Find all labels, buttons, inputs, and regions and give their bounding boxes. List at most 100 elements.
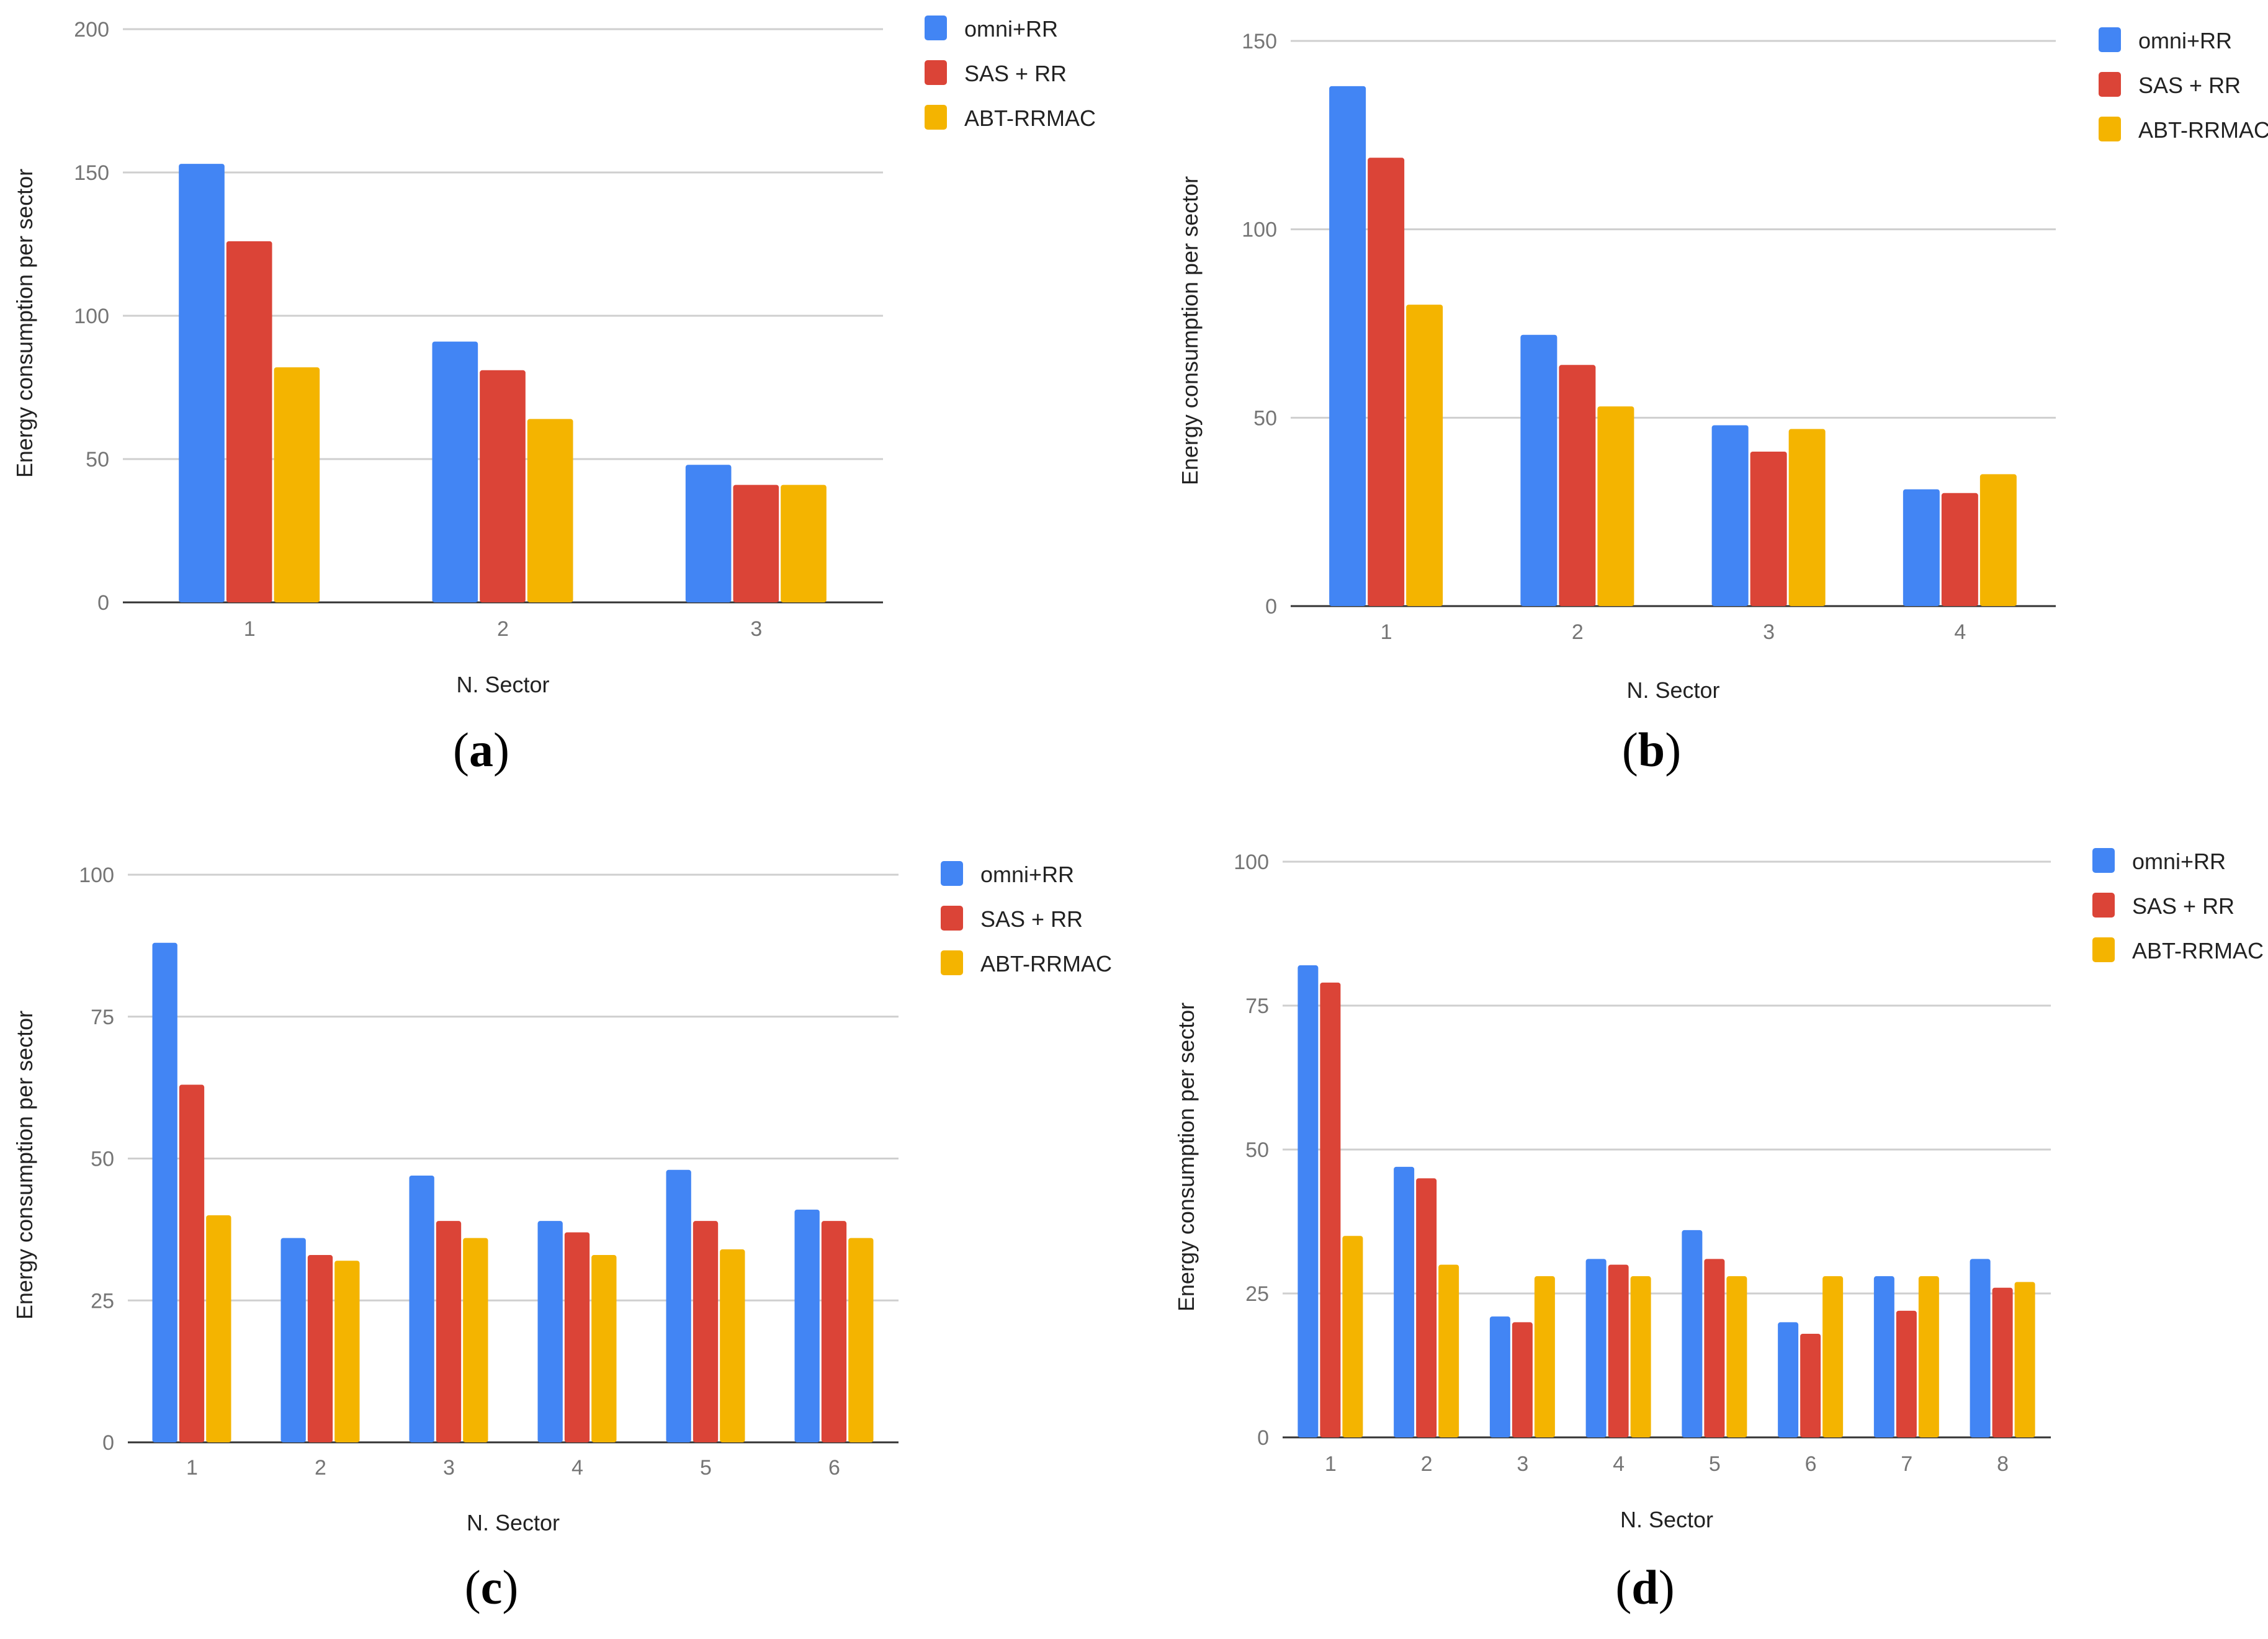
x-axis-title: N. Sector xyxy=(456,672,549,697)
bar-abt-rrmac-sector-4 xyxy=(1979,474,2017,606)
bar-sas-rr-sector-6 xyxy=(821,1221,847,1442)
bar-omni-rr-sector-8 xyxy=(1970,1259,1991,1437)
bar-abt-rrmac-sector-5 xyxy=(720,1249,745,1442)
bar-sas-rr-sector-5 xyxy=(693,1221,719,1442)
bar-omni-rr-sector-3 xyxy=(685,465,732,602)
panel-label: (d) xyxy=(1615,1560,1674,1614)
legend-label: omni+RR xyxy=(980,862,1074,887)
bar-omni-rr-sector-3 xyxy=(409,1175,434,1442)
legend-label: omni+RR xyxy=(964,16,1058,42)
bar-sas-rr-sector-3 xyxy=(1512,1322,1533,1437)
legend-swatch xyxy=(941,861,963,886)
y-axis-title: Energy consumption per sector xyxy=(1173,1003,1199,1311)
bar-sas-rr-sector-4 xyxy=(1608,1264,1629,1437)
x-tick-label: 2 xyxy=(1572,620,1584,644)
x-tick-label: 3 xyxy=(1517,1452,1528,1476)
legend-swatch xyxy=(2099,27,2121,52)
bar-abt-rrmac-sector-2 xyxy=(1438,1264,1459,1437)
bar-omni-rr-sector-7 xyxy=(1873,1276,1894,1437)
bar-sas-rr-sector-2 xyxy=(480,370,526,602)
bar-sas-rr-sector-8 xyxy=(1992,1287,2013,1437)
y-tick-label: 150 xyxy=(1242,30,1277,53)
chart-b: 0 50 100 150 1 2 3 4 N. Sector Energy consumption… xyxy=(1177,27,2268,777)
panel-label-close-paren: ) xyxy=(1665,723,1681,777)
legend-swatch xyxy=(2092,937,2115,962)
legend-swatch xyxy=(925,16,947,40)
bar-abt-rrmac-sector-4 xyxy=(591,1255,617,1442)
bar-abt-rrmac-sector-6 xyxy=(848,1238,874,1442)
y-tick-label: 200 xyxy=(74,18,109,42)
bar-abt-rrmac-sector-3 xyxy=(1534,1276,1555,1437)
bar-abt-rrmac-sector-1 xyxy=(1342,1236,1363,1437)
legend-swatch xyxy=(2099,117,2121,141)
bar-sas-rr-sector-7 xyxy=(1896,1310,1917,1437)
bar-omni-rr-sector-2 xyxy=(1394,1166,1415,1437)
y-tick-label: 0 xyxy=(1265,595,1277,619)
panel-label-letter: b xyxy=(1638,723,1665,777)
bar-omni-rr-sector-4 xyxy=(537,1221,563,1442)
y-tick-label: 0 xyxy=(102,1431,114,1455)
legend-swatch xyxy=(925,105,947,130)
legend-label: ABT-RRMAC xyxy=(2132,938,2264,963)
bar-sas-rr-sector-4 xyxy=(1941,493,1978,606)
panel-label: (b) xyxy=(1622,723,1681,777)
x-tick-label: 4 xyxy=(571,1456,583,1480)
x-tick-label: 3 xyxy=(1763,620,1775,644)
y-tick-label: 100 xyxy=(1234,851,1269,874)
bar-abt-rrmac-sector-1 xyxy=(1406,305,1443,606)
x-tick-label: 3 xyxy=(750,617,762,641)
bar-omni-rr-sector-2 xyxy=(1520,334,1558,606)
legend-label: SAS + RR xyxy=(2132,893,2234,919)
bar-omni-rr-sector-1 xyxy=(152,942,177,1442)
y-tick-label: 50 xyxy=(86,448,109,471)
bar-abt-rrmac-sector-6 xyxy=(1822,1276,1844,1437)
bar-abt-rrmac-sector-8 xyxy=(2014,1282,2035,1437)
x-tick-label: 7 xyxy=(1901,1452,1912,1476)
legend-swatch xyxy=(925,60,947,85)
bar-abt-rrmac-sector-3 xyxy=(1788,429,1826,606)
y-tick-label: 100 xyxy=(79,864,114,887)
bar-sas-rr-sector-6 xyxy=(1800,1333,1821,1437)
legend-label: omni+RR xyxy=(2132,849,2226,874)
x-tick-label: 1 xyxy=(1325,1452,1337,1476)
bar-omni-rr-sector-1 xyxy=(1298,965,1319,1437)
legend-swatch xyxy=(2092,893,2115,918)
legend-label: SAS + RR xyxy=(964,61,1067,86)
y-tick-label: 25 xyxy=(1245,1282,1269,1306)
y-axis-title: Energy consumption per sector xyxy=(1177,176,1203,485)
chart-d: 0 25 50 75 100 1 2 3 4 5 6 7 8 N. Sector Energy consum… xyxy=(1173,848,2264,1614)
bar-abt-rrmac-sector-5 xyxy=(1726,1276,1747,1437)
bar-omni-rr-sector-6 xyxy=(1778,1322,1799,1437)
bar-omni-rr-sector-4 xyxy=(1903,489,1940,606)
y-tick-label: 75 xyxy=(1245,994,1269,1018)
panel-label-open-paren: ( xyxy=(1622,723,1638,777)
y-tick-label: 25 xyxy=(91,1289,114,1313)
legend-swatch xyxy=(941,950,963,975)
x-tick-label: 4 xyxy=(1613,1452,1625,1476)
y-axis-title: Energy consumption per sector xyxy=(12,169,37,478)
bar-abt-rrmac-sector-7 xyxy=(1918,1276,1939,1437)
panel-label-open-paren: ( xyxy=(465,1560,481,1614)
bar-omni-rr-sector-2 xyxy=(432,341,478,602)
legend-label: omni+RR xyxy=(2138,28,2232,53)
panel-label-open-paren: ( xyxy=(1615,1560,1631,1614)
y-tick-label: 100 xyxy=(1242,218,1277,242)
panel-label-open-paren: ( xyxy=(453,723,469,777)
x-tick-label: 4 xyxy=(1954,620,1966,644)
bar-sas-rr-sector-2 xyxy=(1416,1178,1437,1437)
legend-swatch xyxy=(2092,848,2115,873)
panel-label-letter: a xyxy=(469,723,493,777)
bar-sas-rr-sector-3 xyxy=(1750,451,1787,606)
bar-abt-rrmac-sector-3 xyxy=(463,1238,488,1442)
bar-omni-rr-sector-2 xyxy=(280,1238,306,1442)
x-tick-label: 6 xyxy=(828,1456,840,1480)
y-tick-label: 0 xyxy=(1257,1426,1269,1450)
x-axis-title: N. Sector xyxy=(1626,677,1719,703)
y-tick-label: 0 xyxy=(97,591,109,615)
bar-sas-rr-sector-1 xyxy=(1368,158,1405,607)
legend-label: ABT-RRMAC xyxy=(2138,117,2268,143)
legend-swatch xyxy=(2099,72,2121,97)
chart-c: 0 25 50 75 100 1 2 3 4 5 6 N. Sector Energy consumpt… xyxy=(12,861,1112,1614)
bar-abt-rrmac-sector-1 xyxy=(206,1215,231,1442)
